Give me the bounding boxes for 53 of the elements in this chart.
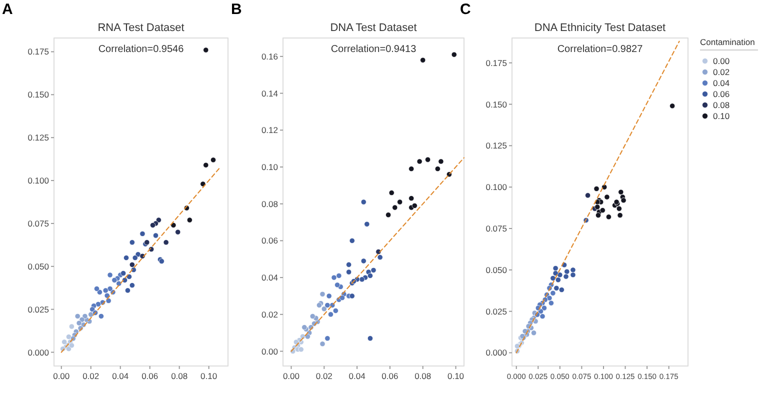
- x-tick-label: 0.00: [282, 371, 300, 381]
- legend-label: 0.10: [713, 111, 730, 121]
- y-tick-label: 0.00: [261, 346, 278, 356]
- y-tick-label: 0.000: [28, 347, 50, 358]
- y-tick-label: 0.02: [261, 309, 278, 320]
- legend-label: 0.02: [713, 67, 730, 77]
- y-tick-label: 0.025: [28, 304, 50, 314]
- text: A: [2, 1, 13, 18]
- x-tick-label: 0.06: [142, 371, 158, 381]
- legend-label: 0.08: [713, 100, 730, 110]
- y-tick-label: 0.025: [486, 306, 508, 316]
- legend-label: 0.00: [713, 56, 730, 66]
- y-tick-label: 0.06: [261, 236, 278, 246]
- y-tick-label: 0.050: [28, 261, 50, 272]
- y-tick-label: 0.12: [261, 125, 278, 136]
- y-tick-label: 0.075: [486, 224, 508, 234]
- y-tick-label: 0.100: [28, 176, 50, 186]
- chart-title: DNA Test Dataset: [330, 22, 417, 34]
- x-tick-label: 0.08: [414, 371, 432, 381]
- x-tick-label: 0.02: [316, 371, 333, 381]
- y-tick-label: 0.14: [261, 88, 278, 98]
- y-tick-label: 0.050: [486, 264, 508, 275]
- y-tick-label: 0.150: [28, 90, 50, 100]
- legend-label: 0.04: [713, 78, 730, 88]
- y-tick-label: 0.150: [486, 99, 508, 110]
- x-tick-label: 0.10: [200, 371, 218, 381]
- y-tick-label: 0.125: [28, 132, 50, 143]
- legend-label: 0.06: [713, 89, 730, 99]
- chart-title: DNA Ethnicity Test Dataset: [534, 22, 666, 34]
- x-tick-label: 0.02: [82, 371, 100, 381]
- y-tick-label: 0.075: [28, 218, 50, 228]
- y-tick-label: 0.08: [261, 198, 278, 209]
- annotation: Correlation=0.9546: [98, 44, 184, 55]
- chart-title: RNA Test Dataset: [98, 22, 184, 34]
- x-tick-label: 0.04: [112, 371, 129, 381]
- text: C: [460, 1, 471, 18]
- text: B: [231, 1, 242, 18]
- y-tick-label: 0.125: [486, 140, 508, 151]
- x-tick-label: 0.00: [53, 371, 70, 381]
- y-tick-label: 0.04: [261, 272, 278, 283]
- y-tick-label: 0.100: [486, 182, 508, 192]
- y-tick-label: 0.175: [28, 46, 50, 57]
- x-tick-label: 0.04: [348, 371, 366, 381]
- x-tick-label: 0.06: [382, 371, 398, 381]
- x-tick-label: 0.10: [448, 371, 464, 381]
- y-tick-label: 0.16: [261, 51, 278, 62]
- legend-title: Contamination: [700, 37, 756, 47]
- x-tick-label: 0.08: [171, 371, 188, 381]
- annotation: Correlation=0.9413: [330, 44, 417, 55]
- y-tick-label: 0.175: [486, 58, 508, 68]
- y-tick-label: 0.10: [261, 162, 278, 172]
- annotation: Correlation=0.9827: [557, 44, 644, 55]
- y-tick-label: 0.000: [486, 348, 508, 358]
